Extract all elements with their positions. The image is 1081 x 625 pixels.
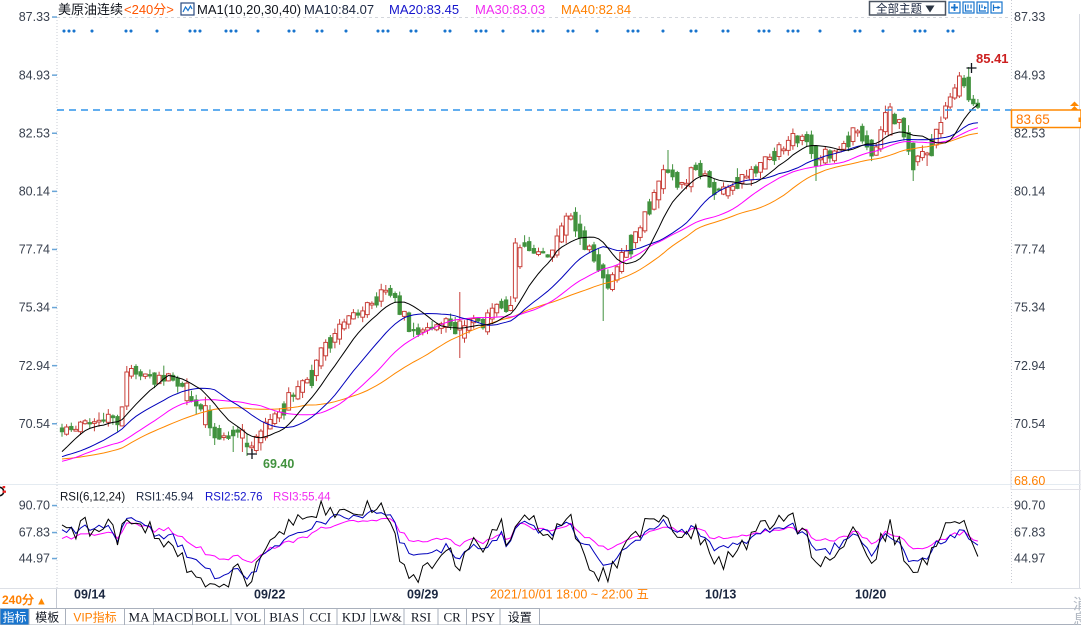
svg-text:85.41: 85.41 bbox=[976, 51, 1009, 66]
svg-text:设置: 设置 bbox=[508, 611, 532, 625]
svg-text:MA10:84.07: MA10:84.07 bbox=[304, 2, 374, 17]
svg-text:75.34: 75.34 bbox=[19, 301, 50, 315]
svg-text:68.60: 68.60 bbox=[1014, 474, 1045, 488]
svg-text:80.14: 80.14 bbox=[19, 185, 50, 199]
svg-text:77.74: 77.74 bbox=[1014, 243, 1045, 257]
svg-text:RSI1:45.94: RSI1:45.94 bbox=[136, 492, 194, 504]
svg-text:69.40: 69.40 bbox=[263, 457, 294, 471]
svg-text:BIAS: BIAS bbox=[269, 610, 299, 625]
svg-text:09/14: 09/14 bbox=[74, 588, 105, 602]
svg-text:消: 消 bbox=[1073, 596, 1081, 613]
svg-text:09/22: 09/22 bbox=[254, 588, 285, 602]
svg-text:77.74: 77.74 bbox=[19, 243, 50, 257]
svg-text:10/13: 10/13 bbox=[705, 588, 736, 602]
svg-text:KDJ: KDJ bbox=[342, 610, 366, 625]
svg-text:10/20: 10/20 bbox=[855, 588, 886, 602]
svg-text:PSY: PSY bbox=[471, 610, 495, 625]
svg-text:全部主题: 全部主题 bbox=[876, 2, 922, 16]
svg-text:MA40:82.84: MA40:82.84 bbox=[561, 2, 631, 17]
svg-text:44.97: 44.97 bbox=[19, 552, 50, 566]
svg-text:RSI3:55.44: RSI3:55.44 bbox=[273, 492, 331, 504]
svg-text:90.70: 90.70 bbox=[1014, 499, 1045, 513]
svg-text:VOL: VOL bbox=[234, 610, 261, 625]
svg-text:82.53: 82.53 bbox=[19, 126, 50, 140]
svg-text:75.34: 75.34 bbox=[1014, 301, 1045, 315]
svg-text:模板: 模板 bbox=[35, 611, 59, 625]
svg-text:70.54: 70.54 bbox=[19, 417, 50, 431]
svg-text:RSI: RSI bbox=[411, 610, 431, 625]
svg-text:MA1(10,20,30,40): MA1(10,20,30,40) bbox=[197, 2, 301, 17]
svg-text:▲: ▲ bbox=[36, 596, 47, 608]
svg-text:72.94: 72.94 bbox=[1014, 359, 1045, 373]
svg-text:RSI(6,12,24): RSI(6,12,24) bbox=[60, 492, 125, 504]
svg-text:RSI2:52.76: RSI2:52.76 bbox=[205, 492, 263, 504]
svg-text:BOLL: BOLL bbox=[195, 610, 229, 625]
svg-text:67.83: 67.83 bbox=[19, 526, 50, 540]
svg-text:84.93: 84.93 bbox=[19, 68, 50, 82]
svg-text:67.83: 67.83 bbox=[1014, 526, 1045, 540]
svg-text:指标: 指标 bbox=[2, 610, 26, 625]
svg-text:MA20:83.45: MA20:83.45 bbox=[389, 2, 459, 17]
svg-text:CR: CR bbox=[444, 610, 462, 625]
svg-text:VIP指标: VIP指标 bbox=[73, 610, 116, 625]
svg-text:MACD: MACD bbox=[153, 610, 192, 625]
svg-text:LW&: LW& bbox=[373, 610, 402, 625]
svg-text:83.65: 83.65 bbox=[1016, 112, 1050, 127]
svg-text:息: 息 bbox=[1073, 611, 1081, 625]
svg-text:09/29: 09/29 bbox=[407, 588, 438, 602]
svg-text:美原油连续: 美原油连续 bbox=[58, 2, 123, 17]
svg-text:82.53: 82.53 bbox=[1014, 126, 1045, 140]
svg-text:2021/10/01 18:00 ~ 22:00 五: 2021/10/01 18:00 ~ 22:00 五 bbox=[490, 588, 649, 602]
svg-text:MA: MA bbox=[129, 610, 151, 625]
svg-text:87.33: 87.33 bbox=[1014, 10, 1045, 24]
svg-text:70.54: 70.54 bbox=[1014, 417, 1045, 431]
svg-text:240分: 240分 bbox=[2, 592, 34, 607]
svg-text:80.14: 80.14 bbox=[1014, 185, 1045, 199]
svg-text:CCI: CCI bbox=[309, 610, 331, 625]
svg-text:44.97: 44.97 bbox=[1014, 552, 1045, 566]
svg-text:MA30:83.03: MA30:83.03 bbox=[475, 2, 545, 17]
svg-text:87.33: 87.33 bbox=[19, 10, 50, 24]
svg-text:90.70: 90.70 bbox=[19, 499, 50, 513]
svg-text:84.93: 84.93 bbox=[1014, 68, 1045, 82]
svg-text:72.94: 72.94 bbox=[19, 359, 50, 373]
svg-text:<240分>: <240分> bbox=[124, 2, 174, 17]
